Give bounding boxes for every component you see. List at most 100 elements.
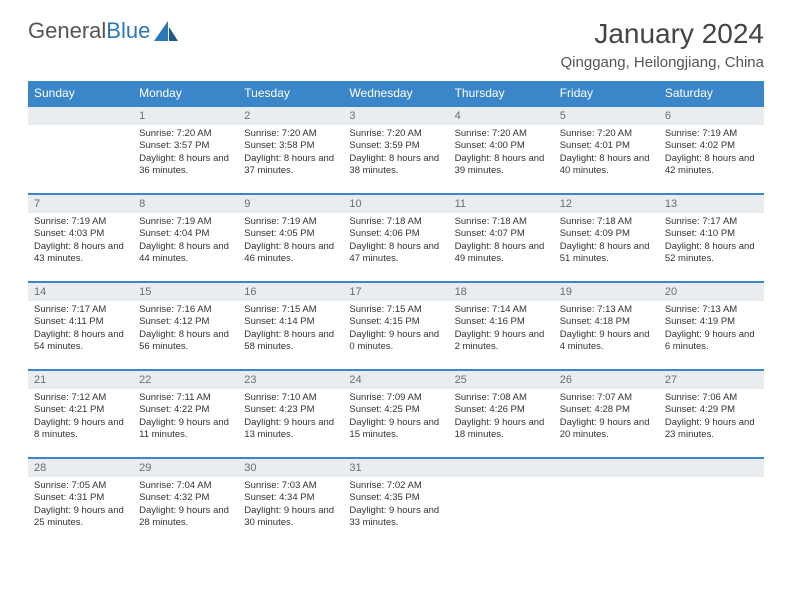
calendar-cell: 16Sunrise: 7:15 AMSunset: 4:14 PMDayligh…	[238, 282, 343, 370]
day-details: Sunrise: 7:15 AMSunset: 4:15 PMDaylight:…	[343, 301, 448, 359]
calendar-cell: 24Sunrise: 7:09 AMSunset: 4:25 PMDayligh…	[343, 370, 448, 458]
day-number: 16	[238, 283, 343, 301]
day-number: 23	[238, 371, 343, 389]
day-number	[554, 459, 659, 477]
day-number: 5	[554, 107, 659, 125]
day-number: 8	[133, 195, 238, 213]
day-number: 25	[449, 371, 554, 389]
day-number: 31	[343, 459, 448, 477]
weekday-header: Tuesday	[238, 81, 343, 106]
calendar-cell: 18Sunrise: 7:14 AMSunset: 4:16 PMDayligh…	[449, 282, 554, 370]
day-details: Sunrise: 7:13 AMSunset: 4:19 PMDaylight:…	[659, 301, 764, 359]
calendar-cell: 20Sunrise: 7:13 AMSunset: 4:19 PMDayligh…	[659, 282, 764, 370]
day-details: Sunrise: 7:19 AMSunset: 4:04 PMDaylight:…	[133, 213, 238, 271]
day-details: Sunrise: 7:20 AMSunset: 4:01 PMDaylight:…	[554, 125, 659, 183]
calendar-cell: 22Sunrise: 7:11 AMSunset: 4:22 PMDayligh…	[133, 370, 238, 458]
calendar-cell: 8Sunrise: 7:19 AMSunset: 4:04 PMDaylight…	[133, 194, 238, 282]
day-number: 12	[554, 195, 659, 213]
day-number: 1	[133, 107, 238, 125]
day-details: Sunrise: 7:02 AMSunset: 4:35 PMDaylight:…	[343, 477, 448, 535]
day-details: Sunrise: 7:15 AMSunset: 4:14 PMDaylight:…	[238, 301, 343, 359]
day-number: 3	[343, 107, 448, 125]
day-number: 20	[659, 283, 764, 301]
weekday-header: Thursday	[449, 81, 554, 106]
day-details: Sunrise: 7:18 AMSunset: 4:07 PMDaylight:…	[449, 213, 554, 271]
day-details: Sunrise: 7:19 AMSunset: 4:05 PMDaylight:…	[238, 213, 343, 271]
calendar-cell	[449, 458, 554, 546]
calendar-cell: 13Sunrise: 7:17 AMSunset: 4:10 PMDayligh…	[659, 194, 764, 282]
calendar-cell: 1Sunrise: 7:20 AMSunset: 3:57 PMDaylight…	[133, 106, 238, 194]
day-number: 17	[343, 283, 448, 301]
day-number: 6	[659, 107, 764, 125]
title-block: January 2024 Qinggang, Heilongjiang, Chi…	[561, 18, 764, 71]
calendar-cell: 21Sunrise: 7:12 AMSunset: 4:21 PMDayligh…	[28, 370, 133, 458]
calendar-cell: 14Sunrise: 7:17 AMSunset: 4:11 PMDayligh…	[28, 282, 133, 370]
day-details: Sunrise: 7:05 AMSunset: 4:31 PMDaylight:…	[28, 477, 133, 535]
calendar-cell: 30Sunrise: 7:03 AMSunset: 4:34 PMDayligh…	[238, 458, 343, 546]
day-number: 2	[238, 107, 343, 125]
calendar-cell: 17Sunrise: 7:15 AMSunset: 4:15 PMDayligh…	[343, 282, 448, 370]
day-number: 10	[343, 195, 448, 213]
calendar-cell: 31Sunrise: 7:02 AMSunset: 4:35 PMDayligh…	[343, 458, 448, 546]
location-label: Qinggang, Heilongjiang, China	[561, 54, 764, 71]
day-details: Sunrise: 7:10 AMSunset: 4:23 PMDaylight:…	[238, 389, 343, 447]
calendar-cell	[659, 458, 764, 546]
day-number: 4	[449, 107, 554, 125]
logo-word-a: General	[28, 18, 106, 43]
day-number: 27	[659, 371, 764, 389]
logo-word-b: Blue	[106, 18, 150, 43]
calendar-header-row: SundayMondayTuesdayWednesdayThursdayFrid…	[28, 81, 764, 106]
day-details: Sunrise: 7:07 AMSunset: 4:28 PMDaylight:…	[554, 389, 659, 447]
calendar-week-row: 1Sunrise: 7:20 AMSunset: 3:57 PMDaylight…	[28, 106, 764, 194]
calendar-cell: 10Sunrise: 7:18 AMSunset: 4:06 PMDayligh…	[343, 194, 448, 282]
calendar-cell: 11Sunrise: 7:18 AMSunset: 4:07 PMDayligh…	[449, 194, 554, 282]
calendar-cell: 23Sunrise: 7:10 AMSunset: 4:23 PMDayligh…	[238, 370, 343, 458]
header: GeneralBlue January 2024 Qinggang, Heilo…	[28, 18, 764, 71]
day-details: Sunrise: 7:04 AMSunset: 4:32 PMDaylight:…	[133, 477, 238, 535]
calendar-cell: 3Sunrise: 7:20 AMSunset: 3:59 PMDaylight…	[343, 106, 448, 194]
calendar-cell: 28Sunrise: 7:05 AMSunset: 4:31 PMDayligh…	[28, 458, 133, 546]
calendar-cell: 25Sunrise: 7:08 AMSunset: 4:26 PMDayligh…	[449, 370, 554, 458]
day-details: Sunrise: 7:20 AMSunset: 3:59 PMDaylight:…	[343, 125, 448, 183]
calendar-cell: 5Sunrise: 7:20 AMSunset: 4:01 PMDaylight…	[554, 106, 659, 194]
day-details: Sunrise: 7:09 AMSunset: 4:25 PMDaylight:…	[343, 389, 448, 447]
calendar-cell: 27Sunrise: 7:06 AMSunset: 4:29 PMDayligh…	[659, 370, 764, 458]
day-number: 21	[28, 371, 133, 389]
weekday-header: Sunday	[28, 81, 133, 106]
calendar-week-row: 28Sunrise: 7:05 AMSunset: 4:31 PMDayligh…	[28, 458, 764, 546]
weekday-header: Wednesday	[343, 81, 448, 106]
day-details: Sunrise: 7:17 AMSunset: 4:10 PMDaylight:…	[659, 213, 764, 271]
calendar-week-row: 14Sunrise: 7:17 AMSunset: 4:11 PMDayligh…	[28, 282, 764, 370]
day-number: 13	[659, 195, 764, 213]
calendar-cell: 2Sunrise: 7:20 AMSunset: 3:58 PMDaylight…	[238, 106, 343, 194]
calendar-table: SundayMondayTuesdayWednesdayThursdayFrid…	[28, 81, 764, 546]
day-number: 9	[238, 195, 343, 213]
calendar-cell: 29Sunrise: 7:04 AMSunset: 4:32 PMDayligh…	[133, 458, 238, 546]
day-number: 30	[238, 459, 343, 477]
calendar-cell: 12Sunrise: 7:18 AMSunset: 4:09 PMDayligh…	[554, 194, 659, 282]
calendar-cell: 26Sunrise: 7:07 AMSunset: 4:28 PMDayligh…	[554, 370, 659, 458]
day-number: 24	[343, 371, 448, 389]
day-details: Sunrise: 7:08 AMSunset: 4:26 PMDaylight:…	[449, 389, 554, 447]
day-number: 26	[554, 371, 659, 389]
day-number	[449, 459, 554, 477]
day-number: 15	[133, 283, 238, 301]
weekday-header: Friday	[554, 81, 659, 106]
calendar-cell: 4Sunrise: 7:20 AMSunset: 4:00 PMDaylight…	[449, 106, 554, 194]
sail-icon	[154, 21, 178, 41]
day-details: Sunrise: 7:20 AMSunset: 3:57 PMDaylight:…	[133, 125, 238, 183]
day-details: Sunrise: 7:20 AMSunset: 4:00 PMDaylight:…	[449, 125, 554, 183]
day-number: 11	[449, 195, 554, 213]
day-number: 18	[449, 283, 554, 301]
day-details: Sunrise: 7:17 AMSunset: 4:11 PMDaylight:…	[28, 301, 133, 359]
day-details: Sunrise: 7:13 AMSunset: 4:18 PMDaylight:…	[554, 301, 659, 359]
calendar-week-row: 7Sunrise: 7:19 AMSunset: 4:03 PMDaylight…	[28, 194, 764, 282]
calendar-cell	[554, 458, 659, 546]
logo-text: GeneralBlue	[28, 18, 150, 44]
day-details: Sunrise: 7:14 AMSunset: 4:16 PMDaylight:…	[449, 301, 554, 359]
calendar-cell	[28, 106, 133, 194]
weekday-header: Monday	[133, 81, 238, 106]
day-number	[659, 459, 764, 477]
day-number: 14	[28, 283, 133, 301]
day-details: Sunrise: 7:06 AMSunset: 4:29 PMDaylight:…	[659, 389, 764, 447]
